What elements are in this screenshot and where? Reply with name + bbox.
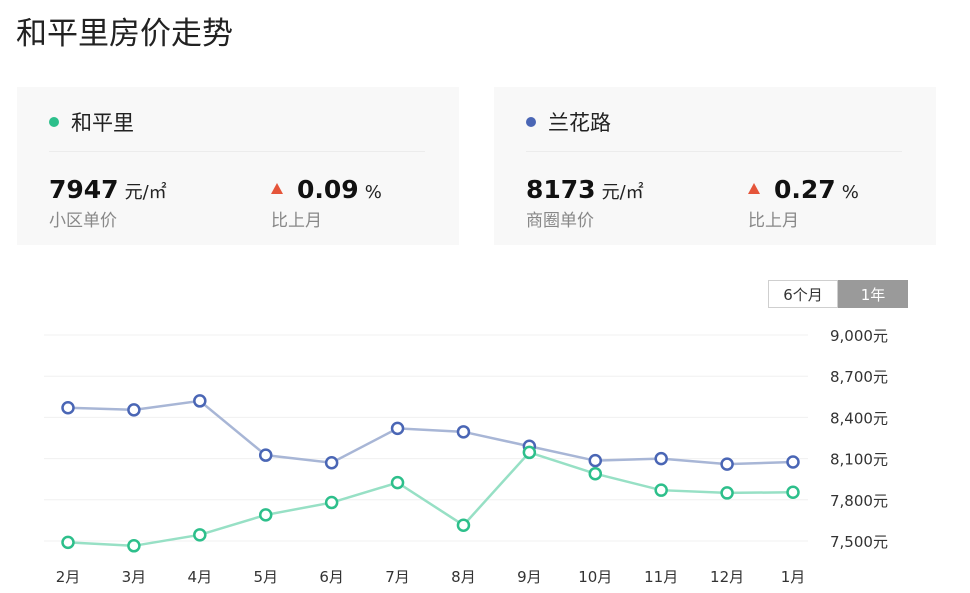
y-tick-label: 8,100元	[830, 451, 888, 469]
community-change: 0.09 % 比上月	[271, 175, 382, 231]
series-line	[67, 399, 794, 466]
community-price-label: 小区单价	[49, 211, 117, 231]
district-card: 兰花路 8173 元/㎡ 商圈单价 0.27 % 比上月	[494, 87, 936, 245]
x-tick-label: 7月	[385, 568, 410, 586]
y-tick-label: 8,700元	[830, 368, 888, 386]
x-tick-label: 12月	[710, 568, 744, 586]
district-price-label: 商圈单价	[526, 211, 594, 231]
data-point	[193, 394, 207, 408]
district-legend-dot	[526, 117, 536, 127]
data-point	[61, 401, 75, 415]
data-point	[127, 539, 141, 553]
data-point	[786, 485, 800, 499]
x-tick-label: 6月	[319, 568, 344, 586]
series-line	[67, 450, 794, 548]
community-price-value: 7947	[49, 175, 119, 204]
community-card: 和平里 7947 元/㎡ 小区单价 0.09 % 比上月	[17, 87, 459, 245]
data-point	[61, 535, 75, 550]
community-change-unit: %	[364, 182, 382, 203]
y-tick-label: 7,800元	[830, 492, 888, 510]
data-point	[720, 486, 734, 500]
x-tick-label: 9月	[517, 568, 542, 586]
time-range-selector: 6个月 1年	[768, 280, 908, 308]
x-tick-label: 10月	[578, 568, 612, 586]
trend-up-icon	[748, 183, 760, 194]
data-point	[588, 466, 603, 481]
district-change-unit: %	[841, 182, 859, 203]
data-point	[720, 457, 734, 471]
range-1-year-button[interactable]: 1年	[838, 280, 908, 308]
community-name: 和平里	[71, 111, 134, 135]
district-change: 0.27 % 比上月	[748, 175, 859, 231]
data-point	[456, 518, 471, 532]
x-tick-label: 11月	[644, 568, 678, 586]
community-change-label: 比上月	[271, 211, 322, 231]
x-tick-label: 3月	[122, 568, 147, 586]
data-point	[193, 528, 207, 542]
x-tick-label: 2月	[56, 568, 81, 586]
district-price-unit: 元/㎡	[601, 182, 644, 203]
data-point	[127, 403, 141, 417]
community-price: 7947 元/㎡ 小区单价	[49, 175, 167, 231]
card-divider	[526, 151, 902, 152]
x-tick-label: 5月	[253, 568, 278, 586]
data-point	[588, 453, 603, 468]
district-name: 兰花路	[548, 111, 611, 135]
community-price-unit: 元/㎡	[124, 182, 167, 203]
district-change-label: 比上月	[748, 211, 799, 231]
data-point	[456, 425, 471, 439]
y-tick-label: 8,400元	[830, 409, 888, 427]
x-tick-label: 4月	[188, 568, 213, 586]
data-point	[258, 508, 273, 522]
data-point	[390, 475, 405, 490]
district-change-value: 0.27	[774, 175, 836, 204]
community-change-value: 0.09	[297, 175, 359, 204]
y-tick-label: 9,000元	[830, 327, 888, 345]
district-price: 8173 元/㎡ 商圈单价	[526, 175, 644, 231]
district-price-value: 8173	[526, 175, 596, 204]
x-tick-label: 1月	[781, 568, 806, 586]
data-point	[324, 495, 339, 510]
data-point	[258, 448, 273, 462]
community-legend-dot	[49, 117, 59, 127]
data-point	[786, 455, 800, 469]
data-point	[522, 445, 537, 460]
card-divider	[49, 151, 425, 152]
data-point	[654, 451, 668, 466]
trend-up-icon	[271, 183, 283, 194]
range-6-months-button[interactable]: 6个月	[768, 280, 838, 308]
data-point	[324, 455, 339, 470]
data-point	[390, 421, 405, 436]
x-tick-label: 8月	[451, 568, 476, 586]
data-point	[654, 483, 668, 497]
page-title: 和平里房价走势	[16, 16, 233, 52]
y-tick-label: 7,500元	[830, 533, 888, 551]
